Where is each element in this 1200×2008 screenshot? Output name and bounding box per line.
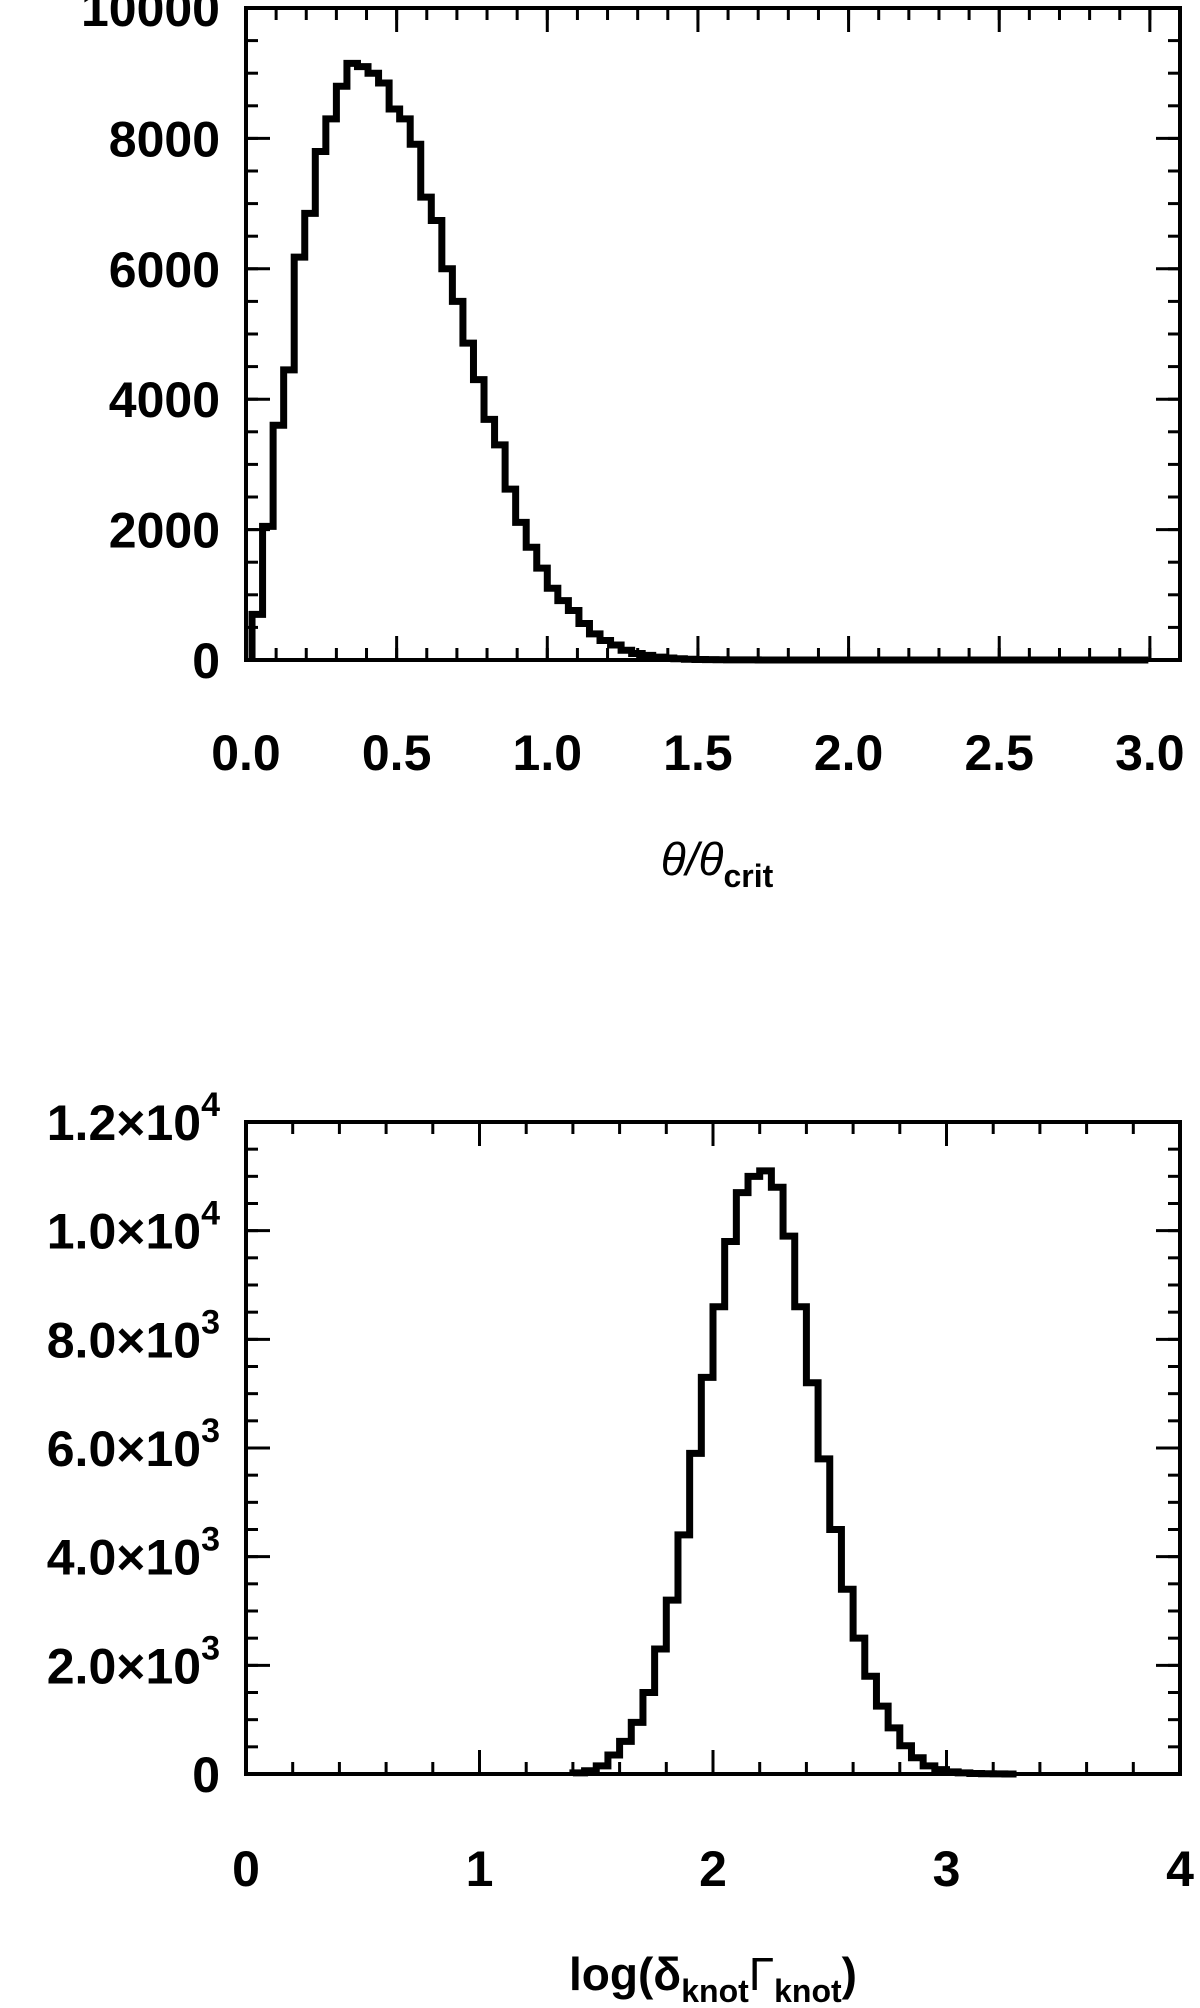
x-axis-label-bottom-sub2: knot [774, 1973, 842, 2008]
x-tick-label: 3 [933, 1841, 961, 1897]
y-tick-label: 0 [192, 1747, 220, 1803]
x-tick-label: 4 [1166, 1841, 1194, 1897]
x-tick-label: 1.5 [663, 725, 733, 781]
x-tick-label: 2.5 [964, 725, 1034, 781]
x-tick-label: 2 [699, 1841, 727, 1897]
y-tick-label: 2000 [109, 503, 220, 559]
y-tick-label: 8.0×103 [47, 1303, 220, 1368]
y-tick-label: 0 [192, 633, 220, 689]
tick-marks-bottom [244, 1120, 1182, 1776]
x-axis-label-bottom-sub1: knot [681, 1973, 749, 2008]
y-tick-label: 1.2×104 [47, 1086, 220, 1151]
y-tick-label: 6.0×103 [47, 1412, 220, 1477]
y-tick-label: 4000 [109, 372, 220, 428]
x-tick-label: 1.0 [513, 725, 583, 781]
x-axis-label-bottom-mid: Γ [749, 1948, 774, 2000]
y-tick-label: 4.0×103 [47, 1521, 220, 1586]
x-tick-label: 3.0 [1115, 725, 1185, 781]
theta-ratio-histogram: 0 2000 4000 6000 8000 10000 0.0 0.5 1.0 1.5 2.0 2.… [81, 0, 1185, 894]
x-tick-label: 0 [232, 1841, 260, 1897]
y-tick-labels-top: 0 2000 4000 6000 8000 10000 [81, 0, 220, 689]
y-tick-labels-bottom: 0 2.0×103 4.0×103 6.0×103 8.0×103 1.0×104 1.2×… [47, 1086, 220, 1803]
histogram-line-bottom [569, 1167, 1017, 1778]
x-tick-label: 1 [466, 1841, 494, 1897]
x-axis-label-bottom: log(δknotΓknot) [569, 1948, 857, 2008]
log-delta-gamma-histogram: 0 2.0×103 4.0×103 6.0×103 8.0×103 1.0×104 1.2×… [47, 1086, 1194, 2008]
y-tick-label: 10000 [81, 0, 220, 37]
x-axis-label-top-main: θ/θ [661, 833, 724, 885]
x-tick-label: 0.5 [362, 725, 432, 781]
tick-marks-top [244, 6, 1182, 662]
x-axis-label-bottom-end: ) [842, 1948, 857, 2000]
x-axis-label-bottom-main: log(δ [569, 1948, 681, 2000]
x-tick-labels-bottom: 0 1 2 3 4 [232, 1841, 1194, 1897]
histogram-line-top [248, 59, 1149, 664]
x-tick-label: 2.0 [814, 725, 884, 781]
y-tick-label: 1.0×104 [47, 1195, 220, 1260]
x-tick-labels-top: 0.0 0.5 1.0 1.5 2.0 2.5 3.0 [211, 725, 1184, 781]
x-axis-label-top: θ/θcrit [661, 833, 774, 894]
plot-frame-bottom [244, 1120, 1182, 1776]
y-tick-label: 6000 [109, 242, 220, 298]
y-tick-label: 8000 [109, 111, 220, 167]
x-axis-label-top-sub: crit [723, 858, 773, 894]
y-tick-label: 2.0×103 [47, 1629, 220, 1694]
x-tick-label: 0.0 [211, 725, 281, 781]
